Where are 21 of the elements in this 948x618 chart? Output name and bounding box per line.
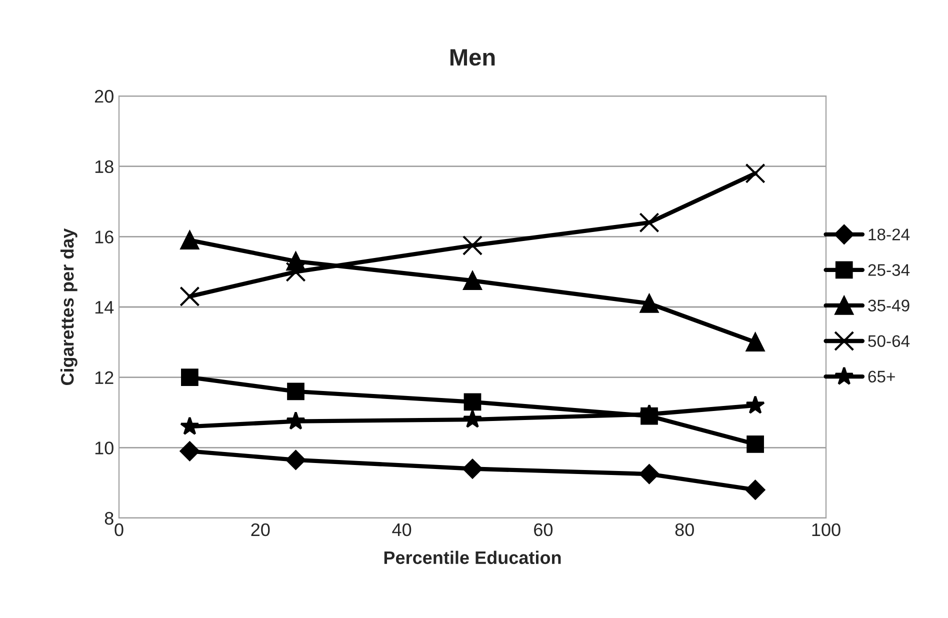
y-tick-label: 14 <box>95 301 114 314</box>
y-tick-label: 12 <box>95 371 114 384</box>
y-axis-title: Cigarettes per day <box>60 228 78 386</box>
x-tick-label: 80 <box>675 523 694 536</box>
y-tick-label: 16 <box>95 230 114 244</box>
y-tick-label: 18 <box>95 160 114 174</box>
x-tick-label: 20 <box>251 523 270 536</box>
y-tick-label: 8 <box>104 512 114 525</box>
x-axis-title: Percentile Education <box>384 550 561 564</box>
legend-label: 25-34 <box>868 264 910 276</box>
x-tick-label: 100 <box>812 523 840 536</box>
legend-label: 35-49 <box>868 300 910 312</box>
y-tick-label: 20 <box>94 90 114 103</box>
chart-title: Men <box>450 49 495 66</box>
legend-label: 65+ <box>868 370 895 383</box>
x-tick-label: 0 <box>114 523 124 536</box>
y-tick-label: 10 <box>95 442 114 454</box>
legend-label: 50-64 <box>868 335 910 348</box>
legend-label: 18-24 <box>868 228 910 240</box>
x-tick-label: 60 <box>534 523 553 536</box>
x-tick-label: 40 <box>392 523 412 536</box>
